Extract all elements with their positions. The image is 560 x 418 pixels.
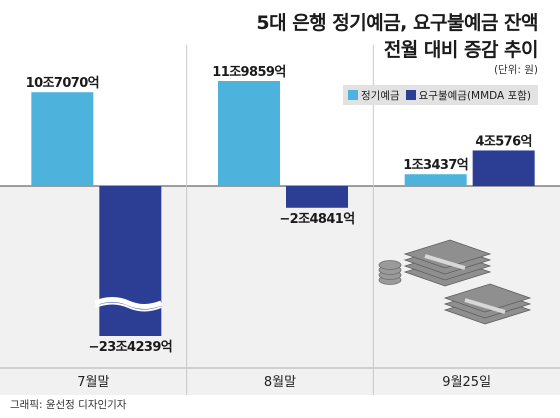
- category-label: 7월말: [77, 375, 109, 390]
- bar-deposit: [31, 92, 94, 186]
- category-label: 8월말: [264, 375, 296, 390]
- credit-text: 그래픽: 윤선정 디자인기자: [10, 399, 127, 411]
- legend-label-demand: 요구불예금(MMDA 포함): [418, 89, 531, 102]
- legend-item-deposit: 정기예금: [348, 88, 400, 103]
- category-label: 9월25일: [442, 375, 491, 390]
- bar-demand: [99, 186, 162, 336]
- unit-label: (단위: 원): [493, 64, 538, 76]
- bar-deposit: [404, 174, 467, 186]
- money-band-icon: [464, 298, 506, 314]
- data-label: −2조4841억: [279, 212, 354, 227]
- legend: 정기예금 요구불예금(MMDA 포함): [343, 85, 538, 105]
- bar-demand: [286, 186, 348, 208]
- axis-break-mark: [94, 302, 162, 312]
- axis-break-mark: [94, 297, 163, 309]
- data-label: −23조4239억: [88, 340, 172, 355]
- coin-icon: [378, 260, 402, 270]
- legend-swatch-deposit: [348, 90, 358, 100]
- data-label: 4조576억: [475, 134, 532, 149]
- data-label: 1조3437억: [403, 158, 468, 173]
- bar-deposit: [218, 81, 280, 186]
- money-bundle-icon: [443, 283, 532, 313]
- legend-label-deposit: 정기예금: [361, 89, 400, 102]
- money-bundle-icon: [403, 239, 492, 269]
- chart-title-line1: 5대 은행 정기예금, 요구불예금 잔액: [256, 12, 538, 34]
- money-band-icon: [424, 254, 466, 270]
- legend-item-demand: 요구불예금(MMDA 포함): [405, 88, 531, 103]
- legend-swatch-demand: [405, 90, 416, 100]
- data-label: 11조9859억: [212, 65, 285, 80]
- bar-demand: [472, 150, 535, 186]
- data-label: 10조7070억: [26, 76, 99, 91]
- chart-title-line2: 전월 대비 증감 추이: [383, 39, 539, 61]
- lower-background: [0, 186, 560, 395]
